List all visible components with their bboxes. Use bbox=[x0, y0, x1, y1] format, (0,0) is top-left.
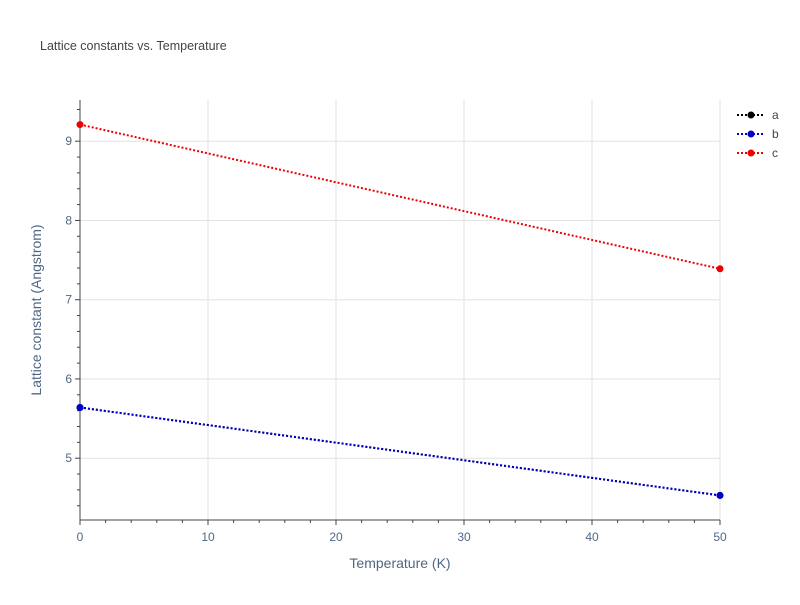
legend-label-b: b bbox=[772, 127, 779, 141]
legend[interactable]: abc bbox=[737, 108, 779, 160]
y-axis-label: Lattice constant (Angstrom) bbox=[28, 224, 44, 395]
data-point-b bbox=[716, 491, 724, 499]
axes-layer: 0 10 20 30 40 50 5 6 7 8 9 bbox=[65, 100, 727, 544]
x-axis-label: Temperature (K) bbox=[349, 555, 450, 571]
legend-marker-a bbox=[747, 111, 755, 119]
legend-marker-b bbox=[747, 130, 755, 138]
legend-item-a[interactable]: a bbox=[737, 108, 779, 122]
series-line-b bbox=[79, 406, 721, 497]
series-layer bbox=[76, 121, 724, 499]
y-tick-label: 5 bbox=[65, 451, 72, 465]
data-point-c bbox=[76, 121, 84, 129]
chart-title: Lattice constants vs. Temperature bbox=[40, 39, 227, 53]
series-line-c bbox=[79, 123, 721, 270]
grid-layer bbox=[80, 100, 721, 520]
y-tick-label: 8 bbox=[65, 213, 72, 227]
legend-marker-c bbox=[747, 149, 755, 157]
x-tick-label: 30 bbox=[457, 530, 471, 544]
x-tick-label: 0 bbox=[77, 530, 84, 544]
y-tick-label: 6 bbox=[65, 372, 72, 386]
legend-item-c[interactable]: c bbox=[737, 146, 778, 160]
legend-item-b[interactable]: b bbox=[737, 127, 779, 141]
x-tick-label: 20 bbox=[329, 530, 343, 544]
y-tick-label: 9 bbox=[65, 134, 72, 148]
data-point-c bbox=[716, 265, 724, 273]
x-tick-label: 50 bbox=[713, 530, 727, 544]
legend-label-c: c bbox=[772, 146, 778, 160]
data-point-b bbox=[76, 403, 84, 411]
legend-label-a: a bbox=[772, 108, 779, 122]
y-tick-label: 7 bbox=[65, 293, 72, 307]
x-tick-label: 10 bbox=[201, 530, 215, 544]
x-tick-label: 40 bbox=[585, 530, 599, 544]
